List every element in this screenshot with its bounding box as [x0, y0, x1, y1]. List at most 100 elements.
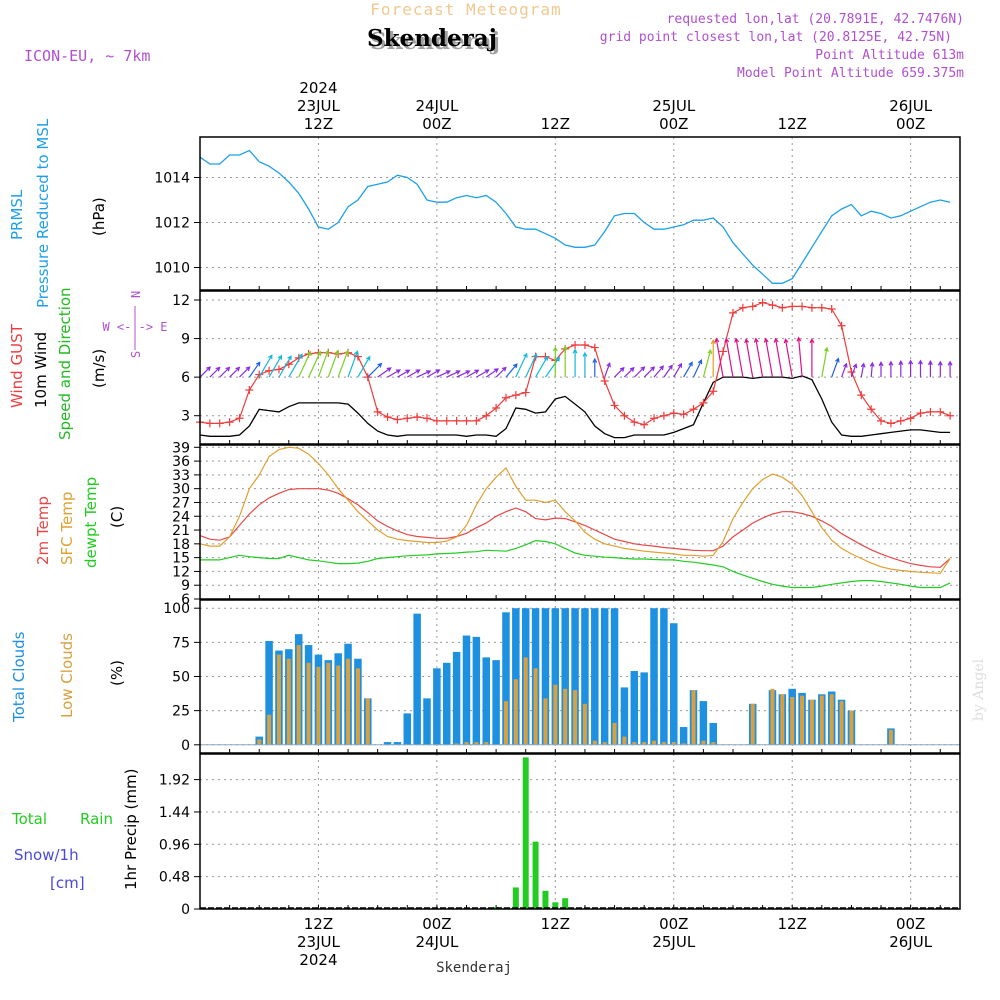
y-tick-label: 12 — [172, 564, 190, 580]
gust-marker — [679, 410, 688, 419]
y-tick-label: 0 — [181, 902, 190, 918]
wind-direction-arrow — [466, 369, 480, 378]
total-clouds-bar — [393, 742, 402, 745]
low-clouds-bar — [276, 654, 281, 745]
gust-marker — [482, 411, 491, 420]
total-clouds-bar — [620, 687, 629, 745]
wind-direction-arrow — [734, 337, 744, 378]
low-clouds-bar — [592, 740, 597, 745]
top-time-label: 00Z — [659, 115, 688, 133]
wind-direction-arrow — [199, 366, 211, 378]
y-tick-label: 36 — [172, 454, 190, 470]
wind-direction-arrow — [773, 337, 783, 378]
wind-direction-arrow — [937, 360, 943, 378]
y-tick-label: 1.44 — [159, 805, 190, 821]
bottom-time-label: 26JUL — [889, 933, 932, 951]
wind-direction-arrow — [604, 362, 611, 378]
total-clouds-bar — [581, 608, 589, 745]
gust-marker — [620, 411, 629, 420]
low-clouds-bar — [612, 722, 617, 745]
total-clouds-bar — [591, 608, 599, 745]
total-clouds-bar — [571, 608, 579, 745]
location-title-shadow: Skenderaj — [370, 28, 500, 55]
gust-marker — [758, 298, 767, 307]
y-tick-label: 9 — [181, 332, 190, 348]
low-clouds-bar — [711, 742, 716, 745]
low-clouds-bar — [582, 703, 587, 745]
low-clouds-bar — [454, 743, 459, 745]
wind-direction-arrow — [653, 365, 665, 378]
gust-marker — [936, 407, 945, 416]
y-tick-label: 18 — [172, 537, 190, 553]
low-clouds-bar — [474, 742, 479, 745]
gust-marker — [373, 407, 382, 416]
wind-direction-arrow — [525, 353, 538, 378]
gust-marker — [867, 405, 876, 414]
low-clouds-bar — [839, 701, 844, 745]
gust-marker — [205, 419, 214, 428]
total-clouds-bar — [709, 722, 717, 745]
gust-marker — [798, 302, 807, 311]
rain-bar — [512, 887, 519, 909]
top-time-label: 2024 — [299, 79, 337, 97]
wind-direction-arrow — [268, 354, 283, 378]
wind-direction-arrow — [927, 359, 933, 378]
wind-direction-arrow — [614, 366, 625, 378]
low-clouds-bar — [790, 696, 795, 745]
wind-direction-arrow — [572, 348, 578, 378]
gust-marker — [788, 302, 797, 311]
total-clouds-bar — [610, 608, 619, 745]
wind-direction-arrow — [229, 366, 241, 378]
pressure-msl-label: Pressure Reduced to MSL — [34, 118, 52, 308]
wind-direction-arrow — [744, 338, 754, 378]
wind-direction-arrow — [850, 363, 858, 378]
gust-marker — [916, 409, 925, 418]
total-clouds-bar — [679, 727, 688, 745]
prmsl-label: PRMSL — [8, 189, 26, 240]
wind-direction-arrow — [317, 349, 330, 378]
low-clouds-bar — [286, 658, 291, 745]
wind-direction-arrow — [367, 362, 383, 378]
wind-direction-arrow — [724, 337, 734, 378]
precip-unit-label: 1hr Precip (mm) — [122, 769, 140, 890]
top-time-label: 26JUL — [889, 97, 932, 115]
low-clouds-bar — [770, 688, 775, 745]
wind-direction-arrow — [809, 337, 815, 378]
rain-bar — [522, 757, 529, 909]
total-clouds-bar — [413, 613, 421, 745]
low-clouds-bar — [346, 658, 351, 745]
y-tick-label: 1010 — [154, 261, 190, 277]
low-clouds-bar — [800, 695, 805, 745]
total-clouds-bar — [512, 608, 520, 745]
low-clouds-bar — [750, 703, 755, 745]
wind-dir-label: Speed and Direction — [56, 287, 74, 440]
low-clouds-bar — [523, 657, 528, 745]
total-clouds-label: Total Clouds — [10, 631, 28, 723]
gust-marker — [827, 305, 836, 313]
gust-marker — [423, 414, 432, 423]
wind-direction-arrow — [592, 357, 598, 378]
y-tick-label: 1.92 — [159, 773, 190, 789]
wind-direction-arrow — [446, 370, 461, 378]
y-tick-label: 0.96 — [159, 837, 190, 853]
wind-direction-arrow — [947, 360, 953, 378]
wind-10m-label: 10m Wind — [32, 332, 50, 408]
wind-direction-arrow — [327, 349, 340, 378]
total-clouds-bar — [265, 640, 273, 745]
gust-marker — [225, 418, 234, 427]
wind-direction-arrow — [860, 362, 866, 378]
total-clouds-bar — [541, 608, 550, 745]
gust-marker — [906, 414, 915, 423]
wind-direction-arrow — [643, 366, 656, 378]
wind-direction-arrow — [888, 360, 894, 378]
main-title: Forecast Meteogram — [370, 0, 561, 19]
total-clouds-bar — [492, 660, 500, 745]
hpa-unit-label: (hPa) — [90, 197, 108, 236]
bottom-time-label: 2024 — [299, 951, 337, 969]
low-clouds-bar — [780, 694, 785, 745]
wind-direction-arrow — [763, 337, 774, 378]
total-clouds-bar — [403, 713, 412, 745]
gust-marker — [719, 347, 728, 356]
wind-direction-arrow — [416, 370, 432, 378]
